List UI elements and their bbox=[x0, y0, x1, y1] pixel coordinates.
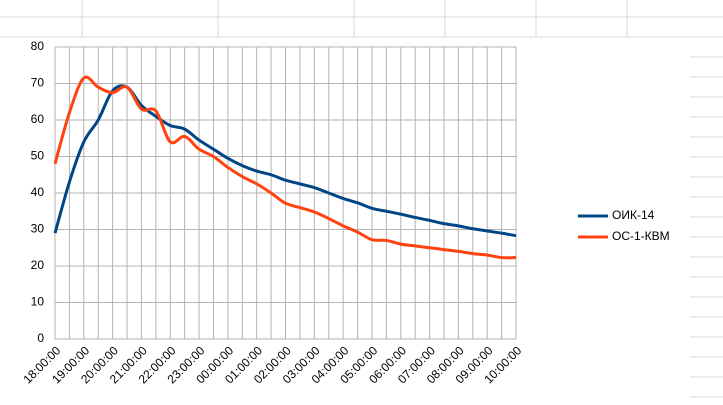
y-tick-label: 70 bbox=[31, 76, 45, 90]
legend-label: ОИК-14 bbox=[612, 208, 655, 222]
y-tick-label: 20 bbox=[31, 258, 45, 272]
y-tick-label: 30 bbox=[31, 222, 45, 236]
y-tick-label: 0 bbox=[37, 331, 44, 345]
y-tick-label: 10 bbox=[31, 295, 45, 309]
y-tick-label: 60 bbox=[31, 112, 45, 126]
y-tick-label: 50 bbox=[31, 149, 45, 163]
legend-label: ОС-1-КВМ bbox=[612, 229, 670, 243]
series-line bbox=[53, 75, 517, 260]
y-tick-label: 80 bbox=[31, 39, 45, 53]
y-tick-label: 40 bbox=[31, 185, 45, 199]
